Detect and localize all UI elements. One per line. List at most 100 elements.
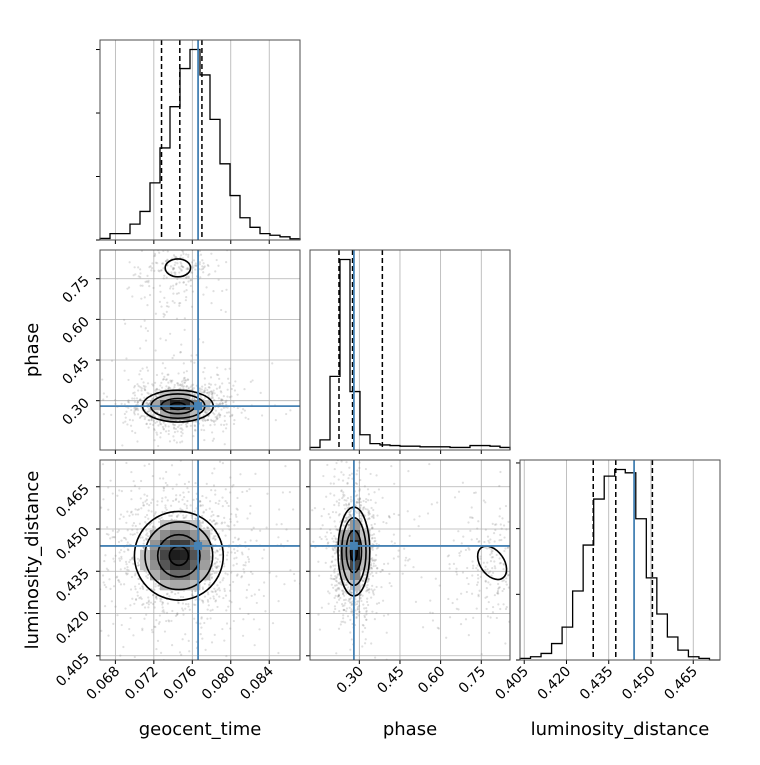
sample-point	[203, 582, 206, 585]
sample-point	[143, 296, 146, 299]
sample-point	[180, 653, 183, 656]
sample-point	[164, 430, 168, 433]
sample-point	[170, 464, 174, 467]
sample-point	[215, 402, 218, 405]
sample-point	[448, 563, 451, 566]
sample-point	[145, 422, 148, 426]
sample-point	[138, 373, 141, 376]
sample-point	[192, 498, 195, 501]
sample-point	[162, 477, 165, 480]
sample-point	[105, 532, 108, 536]
sample-point	[357, 512, 360, 515]
sample-point	[292, 572, 296, 576]
sample-point	[134, 408, 137, 411]
sample-point	[381, 599, 385, 602]
sample-point	[127, 549, 130, 552]
sample-point	[343, 608, 346, 612]
sample-point	[218, 548, 222, 551]
sample-point	[130, 575, 134, 579]
sample-point	[249, 380, 252, 383]
sample-point	[334, 564, 337, 567]
sample-point	[226, 573, 229, 576]
sample-point	[333, 494, 336, 497]
sample-point	[221, 504, 224, 508]
sample-point	[343, 521, 346, 524]
sample-point	[502, 579, 506, 582]
sample-point	[340, 620, 343, 623]
sample-point	[366, 600, 369, 604]
sample-point	[348, 598, 352, 601]
sample-point	[329, 565, 332, 568]
frame-phase	[309, 249, 511, 451]
sample-point	[186, 425, 189, 428]
sample-point	[185, 276, 188, 279]
sample-point	[167, 381, 170, 384]
sample-point	[174, 271, 177, 274]
secondary-contour-phase-luminosity_distance	[476, 545, 508, 581]
sample-point	[184, 603, 188, 606]
sample-point	[363, 607, 366, 610]
sample-point	[181, 607, 184, 610]
sample-point	[184, 607, 187, 610]
sample-point	[150, 411, 153, 414]
sample-point	[347, 515, 350, 518]
sample-point	[178, 424, 181, 427]
sample-point	[131, 556, 135, 559]
sample-point	[133, 394, 137, 397]
sample-point	[434, 577, 437, 580]
sample-point	[350, 500, 353, 503]
sample-point	[329, 516, 332, 519]
sample-point	[370, 523, 373, 527]
sample-point	[185, 425, 188, 428]
sample-point	[334, 594, 337, 597]
sample-point	[202, 527, 206, 530]
sample-point	[390, 540, 393, 543]
sample-point	[180, 430, 183, 434]
sample-point	[183, 328, 186, 331]
sample-point	[209, 376, 213, 379]
sample-point	[146, 535, 150, 538]
sample-point	[504, 642, 507, 645]
sample-point	[372, 515, 375, 518]
sample-point	[182, 491, 185, 494]
sample-point	[362, 577, 366, 580]
sample-point	[194, 482, 197, 485]
sample-point	[228, 589, 232, 592]
sample-point	[204, 410, 207, 413]
sample-point	[244, 561, 247, 564]
sample-point	[148, 266, 151, 269]
sample-point	[131, 397, 134, 400]
sample-point	[118, 551, 121, 554]
sample-point	[371, 610, 374, 613]
sample-point	[157, 622, 161, 625]
sample-point	[284, 465, 287, 468]
sample-point	[116, 575, 119, 578]
sample-point	[393, 542, 396, 545]
sample-point	[161, 262, 164, 265]
sample-point	[345, 610, 348, 613]
sample-point	[349, 631, 352, 634]
sample-point	[334, 584, 337, 587]
sample-point	[362, 624, 365, 627]
sample-point	[198, 261, 201, 264]
sample-point	[209, 609, 212, 612]
sample-point	[210, 532, 213, 535]
sample-point	[214, 599, 218, 602]
sample-point	[356, 602, 359, 606]
sample-point	[335, 652, 338, 655]
sample-point	[184, 423, 188, 426]
sample-point	[146, 532, 149, 535]
sample-point	[124, 420, 127, 423]
sample-point	[499, 561, 502, 565]
sample-point	[203, 383, 207, 386]
sample-point	[181, 265, 184, 269]
sample-point	[163, 375, 166, 378]
sample-point	[397, 555, 400, 558]
sample-point	[371, 557, 374, 560]
sample-point	[358, 604, 361, 607]
sample-point	[194, 262, 197, 265]
sample-point	[169, 386, 172, 390]
sample-point	[236, 393, 239, 396]
sample-point	[345, 461, 348, 464]
sample-point	[126, 541, 129, 544]
